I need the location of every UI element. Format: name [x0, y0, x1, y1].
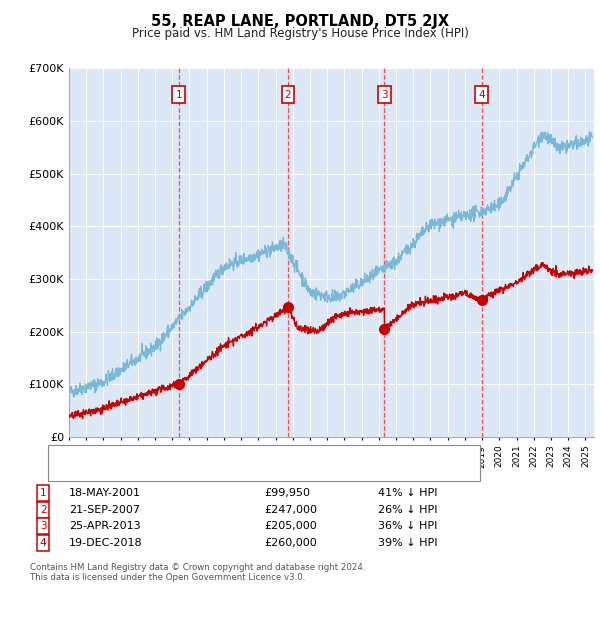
Text: ─────: ─────	[57, 466, 91, 476]
Text: Price paid vs. HM Land Registry's House Price Index (HPI): Price paid vs. HM Land Registry's House …	[131, 27, 469, 40]
Text: 4: 4	[40, 538, 47, 548]
Text: Contains HM Land Registry data © Crown copyright and database right 2024.: Contains HM Land Registry data © Crown c…	[30, 563, 365, 572]
Text: 39% ↓ HPI: 39% ↓ HPI	[378, 538, 437, 548]
Text: £247,000: £247,000	[264, 505, 317, 515]
Text: £205,000: £205,000	[264, 521, 317, 531]
Text: 25-APR-2013: 25-APR-2013	[69, 521, 140, 531]
Text: 2: 2	[40, 505, 47, 515]
Text: 1: 1	[40, 488, 47, 498]
Text: 26% ↓ HPI: 26% ↓ HPI	[378, 505, 437, 515]
Text: 1: 1	[176, 89, 182, 100]
Text: 3: 3	[381, 89, 388, 100]
Text: ─────: ─────	[57, 450, 91, 459]
Text: HPI: Average price, detached house, Dorset: HPI: Average price, detached house, Dors…	[105, 466, 332, 476]
Text: 55, REAP LANE, PORTLAND, DT5 2JX (detached house): 55, REAP LANE, PORTLAND, DT5 2JX (detach…	[105, 450, 388, 459]
Text: 36% ↓ HPI: 36% ↓ HPI	[378, 521, 437, 531]
Text: 21-SEP-2007: 21-SEP-2007	[69, 505, 140, 515]
Text: £99,950: £99,950	[264, 488, 310, 498]
Text: 3: 3	[40, 521, 47, 531]
Text: 55, REAP LANE, PORTLAND, DT5 2JX: 55, REAP LANE, PORTLAND, DT5 2JX	[151, 14, 449, 29]
Text: 2: 2	[284, 89, 291, 100]
Text: 4: 4	[478, 89, 485, 100]
Text: 41% ↓ HPI: 41% ↓ HPI	[378, 488, 437, 498]
Text: This data is licensed under the Open Government Licence v3.0.: This data is licensed under the Open Gov…	[30, 574, 305, 582]
Text: 18-MAY-2001: 18-MAY-2001	[69, 488, 141, 498]
Text: 19-DEC-2018: 19-DEC-2018	[69, 538, 143, 548]
Text: £260,000: £260,000	[264, 538, 317, 548]
